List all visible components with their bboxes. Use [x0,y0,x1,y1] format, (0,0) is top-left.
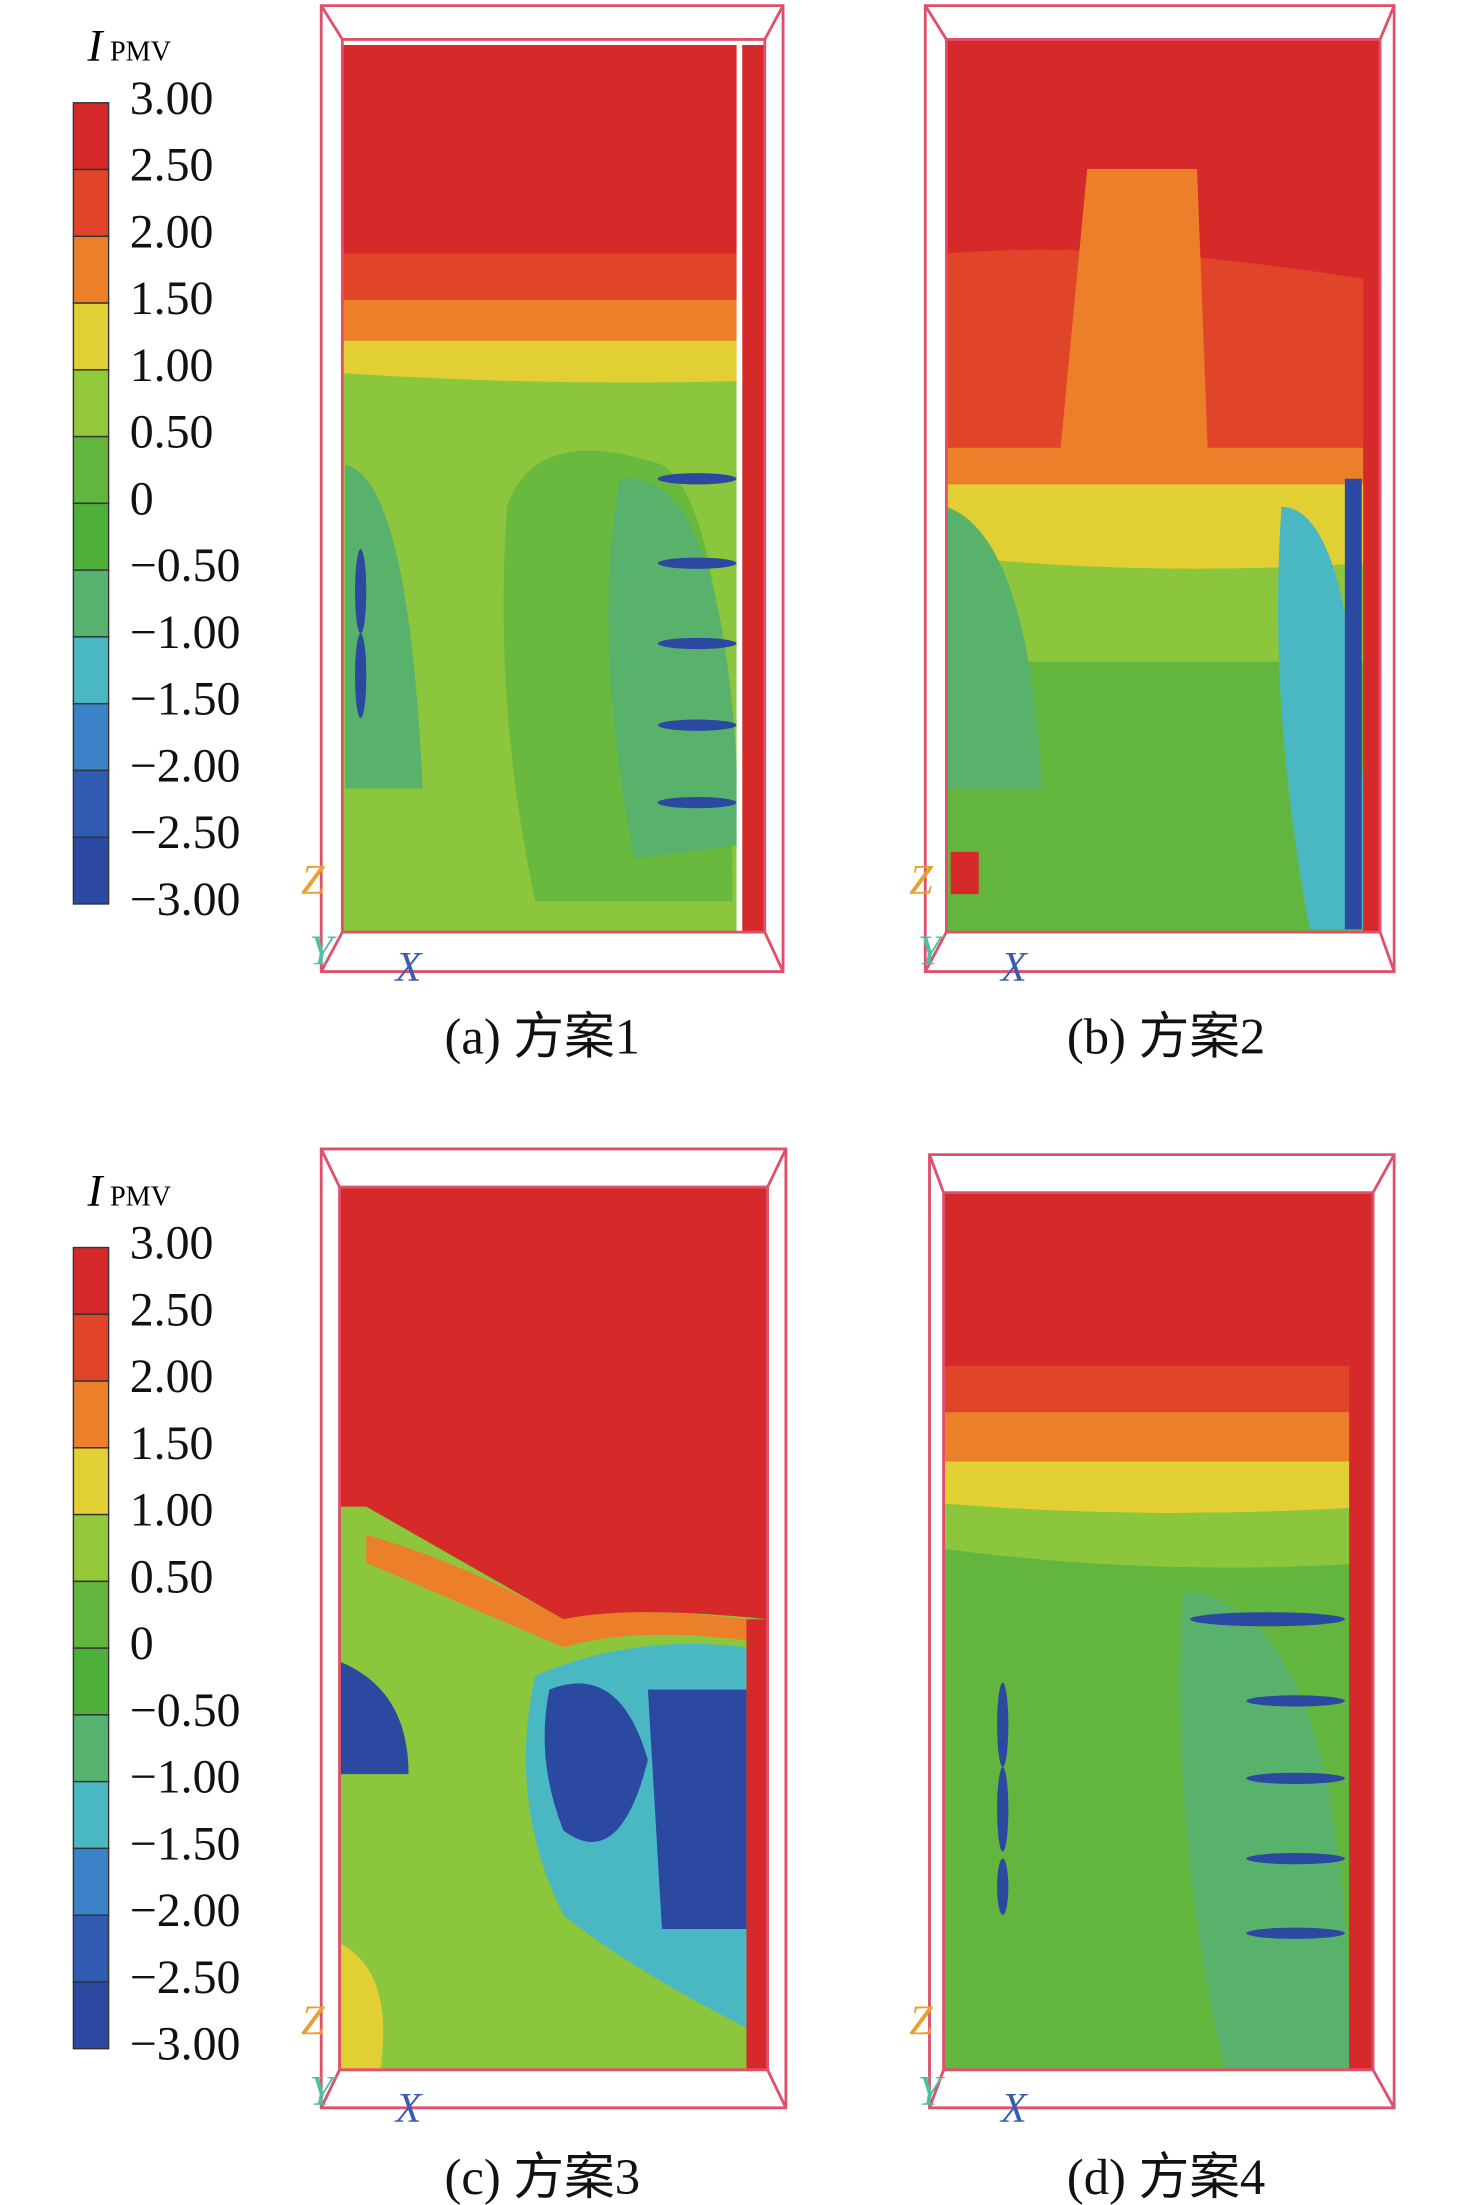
legend-label: −1.00 [130,606,241,659]
axis-label: X [394,2085,424,2132]
axis-label: X [394,944,424,991]
legend-label: −3.00 [130,2018,241,2071]
legend-label: −1.00 [130,1751,241,1804]
legend-title: I [86,21,104,71]
legend-label: −3.00 [130,873,241,926]
legend-band [72,1313,110,1382]
legend-label: 0.50 [130,406,214,459]
axis-label: Z [909,1997,933,2044]
legend-band [72,1714,110,1783]
legend-title: I [86,1166,104,1216]
legend-band [72,1580,110,1649]
axis-label: Y [918,2068,946,2115]
legend-label: 1.50 [130,1417,214,1470]
legend-band [72,1981,110,2050]
legend-label: 1.50 [130,272,214,325]
legend-band [72,1246,110,1315]
legend-label: −2.50 [130,1951,241,2004]
panel-caption: (a) 方案1 [444,1009,640,1065]
legend-label: 0.50 [130,1550,214,1603]
legend-label: −2.50 [130,806,241,859]
legend-label: −0.50 [130,539,241,592]
legend-band [72,435,110,505]
panel-caption: (b) 方案2 [1067,1009,1265,1065]
legend-label: 2.50 [130,1283,214,1336]
legend-band [72,168,110,238]
legend-band [72,502,110,571]
legend-band [72,369,110,438]
contour-panel-b [923,4,1396,973]
legend-label: −2.00 [130,739,241,792]
legend-label: 1.00 [130,339,214,392]
legend-band [72,1780,110,1850]
axis-label: Y [918,927,946,974]
axis-label: Y [309,927,337,974]
axis-label: X [999,2085,1029,2132]
legend-label: 2.50 [130,139,214,192]
legend-band [72,769,110,838]
legend-band [72,1914,110,1983]
legend-band [72,235,110,304]
legend-title-sub: PMV [110,37,172,68]
legend-band [72,1647,110,1716]
legend-band [72,1380,110,1449]
legend-band [72,302,110,371]
legend-band [72,1513,110,1583]
legend-label: −0.50 [130,1684,241,1737]
legend-label: 3.00 [130,1217,214,1270]
panel-caption: (d) 方案4 [1067,2149,1265,2205]
legend-label: −1.50 [130,1817,241,1870]
legend-band [72,1847,110,1916]
legend-band [72,836,110,905]
legend-label: 2.00 [130,205,214,258]
legend-band [72,1447,110,1516]
legend-band [72,636,110,705]
legend-title-sub: PMV [110,1181,172,1212]
panel-caption: (c) 方案3 [444,2149,640,2205]
contour-panel-c [319,1147,788,2110]
axis-label: X [999,944,1029,991]
legend-label: −1.50 [130,673,241,726]
axis-label: Z [301,1997,325,2044]
axis-label: Z [909,857,933,904]
legend-band [72,102,110,171]
contour-panel-d [928,1153,1396,2110]
legend-band [72,569,110,638]
legend-band [72,702,110,772]
axis-label: Z [301,857,325,904]
legend-label: −2.00 [130,1884,241,1937]
legend-label: 2.00 [130,1350,214,1403]
contour-panel-a [319,4,785,973]
legend-label: 0 [130,1617,154,1670]
axis-label: Y [309,2068,337,2115]
legend-label: 0 [130,472,154,525]
legend-label: 3.00 [130,72,214,125]
legend-label: 1.00 [130,1484,214,1537]
